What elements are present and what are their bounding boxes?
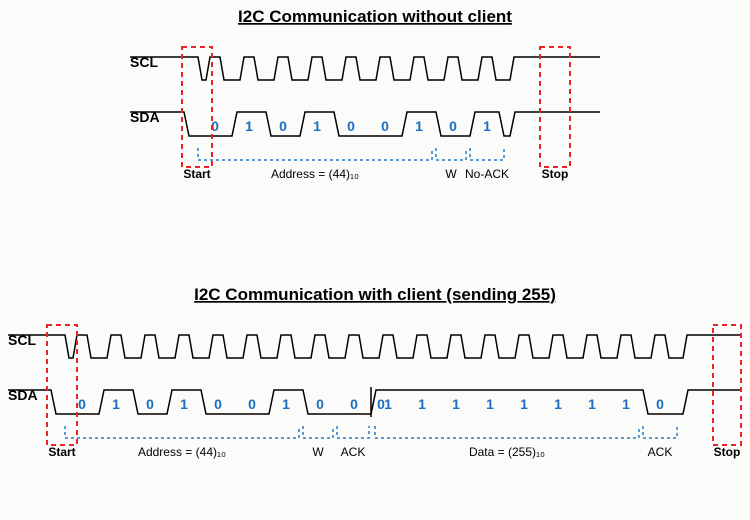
p0-bit-6: 1: [415, 118, 423, 134]
p0-stop-box: [540, 47, 570, 167]
p1-bit-9: 1: [384, 396, 392, 412]
p0-start-lbl: Start: [183, 167, 210, 181]
p0-br-noack: [470, 148, 504, 160]
p1-br-w: [303, 426, 333, 438]
p1-w-lbl: W: [312, 445, 324, 459]
p1-bit-13: 1: [520, 396, 528, 412]
p0-bit-2: 0: [279, 118, 287, 134]
p1-stop-lbl: Stop: [714, 445, 741, 459]
p0-sda-wave: [130, 112, 600, 136]
p1-br-ack1: [337, 426, 369, 438]
p1-leadzero: 0: [377, 396, 385, 412]
p1-start-box: [47, 325, 77, 445]
p1-stop-box: [713, 325, 741, 445]
p1-bit-7: 0: [316, 396, 324, 412]
p1-bit-0: 0: [78, 396, 86, 412]
p1-bit-6: 1: [282, 396, 290, 412]
p0-bit-4: 0: [347, 118, 355, 134]
p1-bit-3: 1: [180, 396, 188, 412]
p0-noack-lbl: No-ACK: [465, 167, 509, 181]
p1-bit-11: 1: [452, 396, 460, 412]
p0-addr-lbl: Address = (44)₁₀: [271, 167, 359, 181]
p0-bit-5: 0: [381, 118, 389, 134]
p1-bit-16: 1: [622, 396, 630, 412]
p0-stop-lbl: Stop: [542, 167, 569, 181]
p1-scl-wave: [8, 335, 740, 358]
p1-br-addr: [65, 426, 299, 438]
p1-bit-1: 1: [112, 396, 120, 412]
p0-br-w: [436, 148, 466, 160]
p1-title: I2C Communication with client (sending 2…: [194, 285, 556, 304]
p1-bit-8: 0: [350, 396, 358, 412]
p0-w-lbl: W: [445, 167, 457, 181]
p1-bit-5: 0: [248, 396, 256, 412]
p1-bit-14: 1: [554, 396, 562, 412]
p1-ack2-lbl: ACK: [648, 445, 673, 459]
p1-bit-17: 0: [656, 396, 664, 412]
p1-bit-10: 1: [418, 396, 426, 412]
p1-bit-4: 0: [214, 396, 222, 412]
p1-ack1-lbl: ACK: [341, 445, 366, 459]
p1-bit-2: 0: [146, 396, 154, 412]
p0-bit-3: 1: [313, 118, 321, 134]
p1-bit-12: 1: [486, 396, 494, 412]
p1-br-ack2: [643, 426, 677, 438]
p1-br-data: [375, 426, 639, 438]
p1-start-lbl: Start: [48, 445, 75, 459]
p0-br-addr: [198, 148, 432, 160]
p0-bit-7: 0: [449, 118, 457, 134]
p1-data-lbl: Data = (255)₁₀: [469, 445, 545, 459]
p0-scl-wave: [130, 57, 600, 80]
p0-bit-8: 1: [483, 118, 491, 134]
p0-start-box: [182, 47, 212, 167]
p0-title: I2C Communication without client: [238, 7, 512, 26]
p1-bit-15: 1: [588, 396, 596, 412]
p0-bit-1: 1: [245, 118, 253, 134]
p1-addr-lbl: Address = (44)₁₀: [138, 445, 226, 459]
